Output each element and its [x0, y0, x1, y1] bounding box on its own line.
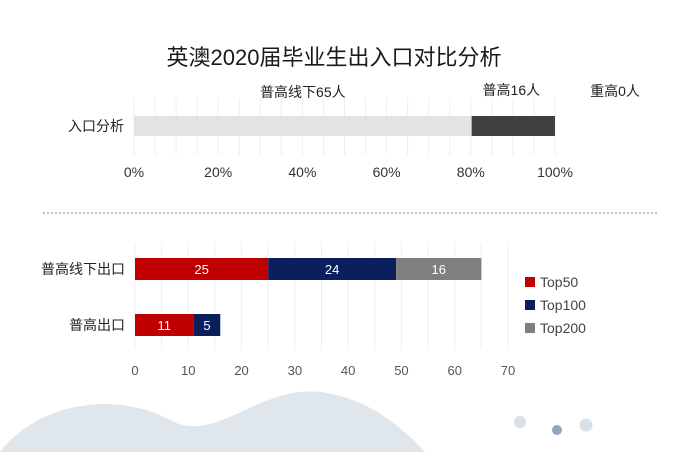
x-tick-label: 10	[181, 363, 195, 378]
bar-top100	[268, 258, 397, 280]
x-tick-label: 60%	[373, 164, 401, 180]
data-label: 16	[431, 262, 445, 277]
segment-annotation: 普高线下65人	[260, 84, 346, 100]
category-label: 普高出口	[69, 317, 125, 333]
share-bar-segment	[134, 116, 472, 136]
x-tick-label: 70	[501, 363, 515, 378]
data-label: 25	[194, 262, 208, 277]
decor-dot-2	[552, 425, 562, 435]
segment-annotation: 重高0人	[590, 83, 640, 99]
x-tick-label: 100%	[537, 164, 573, 180]
x-tick-label: 40%	[288, 164, 316, 180]
x-tick-label: 0	[131, 363, 138, 378]
legend-swatch-top100	[525, 300, 535, 310]
x-tick-label: 40	[341, 363, 355, 378]
chart-title: 英澳2020届毕业生出入口对比分析	[167, 45, 502, 70]
data-label: 11	[158, 318, 172, 333]
category-label: 入口分析	[68, 118, 124, 134]
data-label: 24	[325, 262, 339, 277]
x-tick-label: 50	[394, 363, 408, 378]
legend-label: Top50	[540, 274, 578, 290]
legend-swatch-top200	[525, 323, 535, 333]
bar-top50	[135, 314, 194, 336]
entry-share-chart: 入口分析 0% 20% 40% 60% 80% 100% 普高线下65人 普高16人 重高0人	[68, 82, 640, 180]
legend-swatch-top50	[525, 277, 535, 287]
legend-label: Top200	[540, 320, 586, 336]
x-tick-label: 80%	[457, 164, 485, 180]
segment-annotation: 普高16人	[483, 82, 541, 98]
data-label: 5	[203, 318, 210, 333]
decor-wave	[0, 391, 425, 452]
decor-dot-3	[579, 418, 593, 432]
x-tick-label: 60	[447, 363, 461, 378]
bar-top100	[193, 314, 221, 336]
decor-dot-1	[514, 416, 526, 428]
decor	[0, 391, 593, 452]
bar-top200	[396, 258, 482, 280]
x-tick-label: 0%	[124, 164, 144, 180]
legend-label: Top100	[540, 297, 586, 313]
exit-stacked-chart: 25 24 16 普高线下出口 11 5 普高出口 0 10 20 30 40 50 60 70 Top50 T…	[41, 242, 586, 378]
x-tick-label: 30	[288, 363, 302, 378]
x-tick-label: 20%	[204, 164, 232, 180]
share-bar-segment	[471, 116, 555, 136]
x-tick-label: 20	[234, 363, 248, 378]
category-label: 普高线下出口	[41, 261, 125, 277]
bar-top50	[135, 258, 269, 280]
